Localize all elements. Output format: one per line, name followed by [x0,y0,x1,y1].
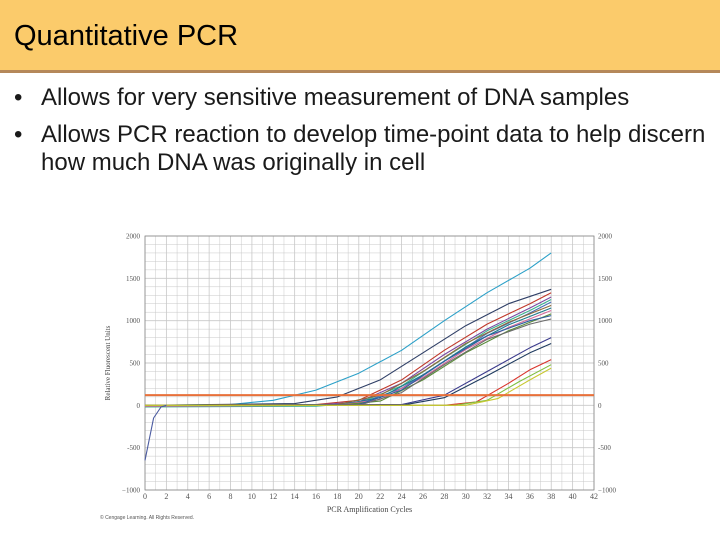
y-tick-label-right: 1500 [598,275,613,283]
title-rule [0,70,720,73]
x-tick-label: 6 [207,492,211,501]
y-tick-label-right: -500 [598,444,611,452]
y-tick-label: -500 [127,444,140,452]
chart-series [144,252,594,461]
series-line [144,404,167,461]
series-line [144,252,552,406]
x-tick-label: 10 [248,492,256,501]
x-tick-label: 20 [355,492,363,501]
y-axis-label: Relative Fluorescent Units [104,325,112,400]
y-tick-label-right: −1000 [598,487,616,495]
bullet-glyph: • [14,84,23,111]
y-tick-label: −1000 [122,487,140,495]
x-tick-label: 42 [590,492,598,501]
y-tick-label-right: 2000 [598,233,613,241]
bullet-text: Allows for very sensitive measurement of… [41,84,630,111]
qpcr-chart-svg: 0 2 4 6 8 10 12 14 16 18 20 22 24 26 28 30 32 34 36 38 40 422… [104,233,616,515]
copyright-credit: © Cengage Learning. All Rights Reserved. [100,515,195,521]
x-tick-label: 2 [164,492,168,501]
y-tick-label: 0 [137,402,141,410]
bullet-glyph: • [14,121,23,148]
y-tick-label: 1000 [126,317,141,325]
x-tick-label: 16 [312,492,320,501]
x-tick-label: 28 [440,492,448,501]
y-tick-label: 2000 [126,233,141,241]
x-tick-label: 38 [547,492,555,501]
bullet-text: Allows PCR reaction to develop time-poin… [41,121,706,176]
y-tick-label-right: 500 [598,360,609,368]
title-bar [0,0,720,70]
x-axis-label: PCR Amplification Cycles [327,505,412,514]
x-tick-label: 4 [186,492,190,501]
x-tick-label: 30 [462,492,470,501]
x-tick-label: 18 [333,492,341,501]
series-line [145,367,552,406]
chart-labels: 0 2 4 6 8 10 12 14 16 18 20 22 24 26 28 30 32 34 36 38 40 422… [104,233,616,515]
slide-title: Quantitative PCR [14,20,239,52]
series-line [144,288,552,406]
bullet-item: • Allows PCR reaction to develop time-po… [14,121,714,177]
plot-frame [144,235,595,491]
x-tick-label: 26 [419,492,427,501]
bullet-item: • Allows for very sensitive measurement … [14,84,714,112]
y-tick-label: 500 [130,360,141,368]
x-tick-label: 14 [291,492,299,501]
x-tick-label: 32 [483,492,491,501]
x-tick-label: 36 [526,492,534,501]
bullet-list: • Allows for very sensitive measurement … [14,84,714,186]
series-line [144,337,552,406]
x-tick-label: 8 [229,492,233,501]
y-tick-label-right: 0 [598,402,602,410]
x-tick-label: 24 [398,492,406,501]
x-tick-label: 40 [569,492,577,501]
y-tick-label-right: 1000 [598,317,613,325]
y-tick-label: 1500 [126,275,141,283]
chart-axes [144,235,595,491]
series-line [144,292,552,406]
chart-grid [144,235,595,491]
x-tick-label: 12 [269,492,277,501]
qpcr-chart: 0 2 4 6 8 10 12 14 16 18 20 22 24 26 28 30 32 34 36 38 40 42 2… [96,226,620,526]
x-tick-label: 22 [376,492,384,501]
x-tick-label: 34 [504,492,512,501]
x-tick-label: 0 [143,492,147,501]
